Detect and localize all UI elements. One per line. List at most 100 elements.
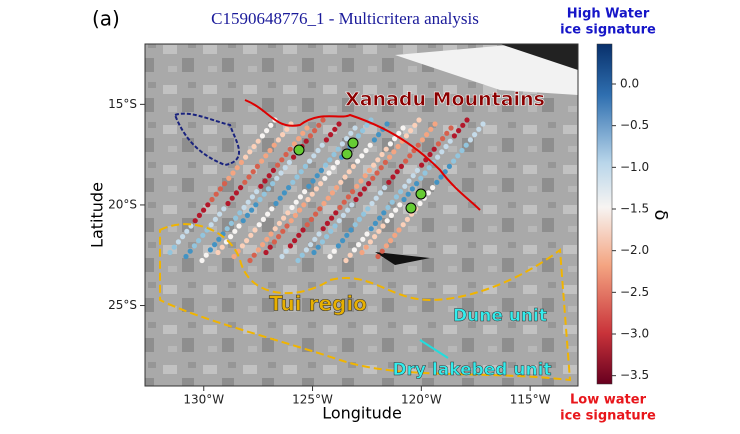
track-dot [291, 154, 297, 160]
track-dot [242, 179, 248, 185]
track-dot [326, 170, 332, 176]
track-dot [203, 252, 209, 258]
track-dot [348, 130, 354, 136]
track-dot [401, 196, 407, 203]
site [405, 202, 417, 214]
track-dot [376, 132, 382, 138]
track-dot [353, 196, 359, 203]
track-dot [368, 226, 374, 232]
track-dot [329, 190, 335, 196]
track-dot [460, 122, 466, 128]
track-dot [187, 248, 193, 254]
track-dot [323, 162, 329, 168]
track-dot [217, 211, 223, 217]
track-dot [255, 138, 261, 144]
track-dot [260, 216, 266, 222]
track-dot [448, 125, 454, 131]
track-dot [267, 147, 273, 154]
track-dot [209, 196, 215, 203]
track-dot [318, 167, 324, 173]
track-dot [226, 175, 232, 181]
track-dot [350, 163, 356, 169]
track-dot [268, 231, 274, 237]
track-dot [398, 163, 404, 169]
track-dot [344, 136, 350, 142]
track-dot [261, 191, 267, 197]
track-dot [428, 126, 434, 132]
track-dot [304, 125, 310, 131]
track-dot [424, 132, 430, 138]
track-dot [373, 195, 379, 201]
track-dot [300, 227, 306, 233]
track-dot [430, 185, 436, 191]
colorbar-tick-label: −1.5 [620, 202, 649, 216]
track-dot [311, 249, 317, 256]
track-dot [268, 122, 274, 128]
track-dot [238, 159, 244, 165]
track-dot [320, 117, 326, 123]
track-dot [259, 158, 265, 164]
track-dot [229, 195, 235, 201]
track-dot [317, 206, 323, 212]
track-dot [336, 218, 342, 224]
track-dot [236, 223, 242, 229]
unit-outline [173, 112, 241, 167]
track-dot [233, 190, 239, 196]
track-dot [247, 257, 253, 264]
track-dot [341, 199, 347, 205]
track-dot [414, 167, 420, 173]
track-dot [350, 189, 356, 195]
track-dot [425, 190, 431, 196]
track-dot [228, 234, 234, 240]
tracks [167, 117, 486, 264]
track-dot [184, 228, 190, 234]
track-dot [306, 183, 312, 189]
track-dot [325, 195, 331, 201]
track-dot [213, 191, 219, 197]
track-dot [367, 239, 373, 245]
track-dot [196, 238, 202, 244]
track-dot [412, 122, 418, 128]
track-dot [237, 210, 243, 216]
track-dot [304, 222, 310, 228]
track-dot [299, 252, 305, 258]
track-dot [329, 215, 335, 221]
track-dot [384, 121, 390, 127]
track-dot [422, 170, 428, 176]
track-dot [371, 162, 377, 168]
track-dot [393, 207, 399, 213]
track-dot [244, 238, 250, 244]
track-dot [439, 149, 445, 155]
track-dot [292, 212, 298, 218]
track-dot [205, 202, 211, 208]
track-dot [376, 228, 382, 234]
track-dot [167, 249, 173, 256]
track-dot [419, 162, 425, 168]
track-dot [362, 173, 368, 179]
track-dot [382, 159, 388, 165]
no-data [500, 44, 578, 70]
track-dot [340, 238, 346, 244]
track-dot [264, 128, 270, 134]
track-dot [417, 200, 423, 207]
track-dot [392, 136, 398, 142]
track-dot [255, 247, 261, 253]
track-dot [171, 244, 177, 250]
track-dot [456, 128, 462, 134]
track-dot [279, 253, 285, 260]
track-dot [281, 190, 287, 196]
track-dot [251, 143, 257, 150]
track-dot [393, 194, 399, 200]
track-dot [332, 126, 338, 132]
track-dot [311, 153, 317, 159]
colorbar-tick-label: −1.0 [620, 160, 649, 174]
track-dot [446, 163, 452, 169]
track-dot [301, 202, 307, 208]
track-dot [253, 202, 259, 208]
track-dot [276, 234, 282, 240]
track-dot [254, 189, 260, 195]
track-dot [346, 169, 352, 175]
track-dot [312, 128, 318, 134]
track-dot [315, 244, 321, 250]
